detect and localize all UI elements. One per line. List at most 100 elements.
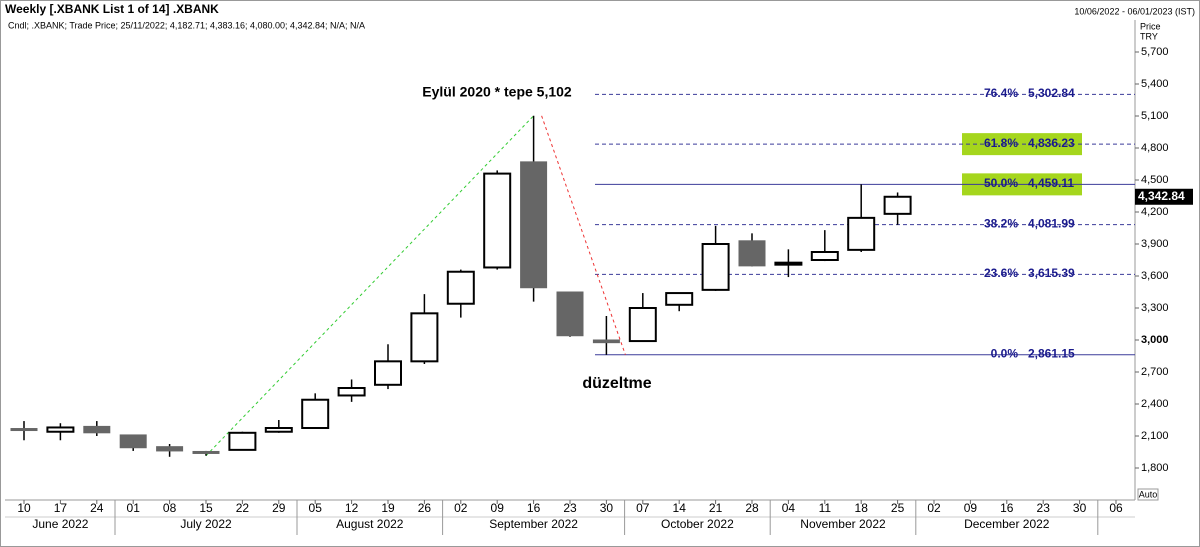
trend-line-down <box>541 115 626 355</box>
x-tick-label: 22 <box>236 501 250 515</box>
y-tick-label: 3,000 <box>1141 334 1169 346</box>
x-tick-label: 29 <box>272 501 286 515</box>
trend-line-up <box>205 115 534 457</box>
x-tick-label: 10 <box>17 501 31 515</box>
date-range: 10/06/2022 - 06/01/2023 (IST) <box>1074 6 1195 16</box>
month-label: December 2022 <box>964 517 1050 531</box>
candle-body <box>665 292 694 306</box>
fib-value: 4,081.99 <box>1028 216 1075 230</box>
y-tick-label: 5,100 <box>1141 110 1169 122</box>
x-tick-label: 04 <box>782 501 796 515</box>
subtitle: Cndl; .XBANK; Trade Price; 25/11/2022; 4… <box>8 20 365 30</box>
y-tick-label: 2,100 <box>1141 430 1169 442</box>
y-tick-label: 4,200 <box>1141 206 1169 218</box>
candle-body <box>592 339 620 344</box>
candle-body <box>10 428 38 432</box>
fib-value: 3,615.39 <box>1028 266 1075 280</box>
annotation: düzeltme <box>582 375 651 392</box>
x-tick-label: 02 <box>927 501 941 515</box>
candle-body <box>410 312 439 363</box>
y-tick-label: 5,400 <box>1141 78 1169 90</box>
candle-body <box>701 243 730 291</box>
y-tick-label: 5,700 <box>1141 46 1169 58</box>
x-tick-label: 14 <box>673 501 687 515</box>
x-tick-label: 17 <box>54 501 68 515</box>
y-tick-label: 1,800 <box>1141 462 1169 474</box>
y-tick-label: 3,300 <box>1141 302 1169 314</box>
annotation: Eylül 2020 * tepe 5,102 <box>422 84 572 100</box>
x-tick-label: 11 <box>819 501 832 515</box>
x-tick-label: 26 <box>418 501 432 515</box>
y-tick-label: 3,900 <box>1141 238 1169 250</box>
fib-ratio: 61.8% <box>984 136 1018 150</box>
candle-body <box>556 291 584 337</box>
x-tick-label: 25 <box>891 501 905 515</box>
month-label: August 2022 <box>336 517 404 531</box>
y-axis-label: Price <box>1140 21 1161 31</box>
last-price-label: 4,342.84 <box>1138 189 1185 203</box>
x-tick-label: 01 <box>127 501 141 515</box>
candle-body <box>301 398 330 430</box>
x-tick-label: 18 <box>855 501 869 515</box>
candle-body <box>628 307 657 343</box>
fib-ratio: 23.6% <box>984 266 1018 280</box>
month-label: November 2022 <box>800 517 886 531</box>
month-label: July 2022 <box>180 517 232 531</box>
currency: TRY <box>1140 31 1158 41</box>
y-tick-label: 4,500 <box>1141 174 1169 186</box>
x-tick-label: 16 <box>527 501 541 515</box>
candle-body <box>446 270 475 305</box>
fib-value: 4,836.23 <box>1028 136 1075 150</box>
candle-body <box>483 172 512 269</box>
candle-body <box>83 425 111 434</box>
fib-value: 5,302.84 <box>1028 86 1075 100</box>
y-tick-label: 2,700 <box>1141 366 1169 378</box>
candle-body <box>847 216 876 251</box>
x-tick-label: 24 <box>90 501 104 515</box>
x-tick-label: 15 <box>199 501 213 515</box>
month-label: September 2022 <box>489 517 578 531</box>
fib-ratio: 38.2% <box>984 216 1018 230</box>
y-tick-label: 3,600 <box>1141 270 1169 282</box>
candle-body <box>738 240 766 267</box>
x-tick-label: 23 <box>1037 501 1051 515</box>
last-price-box <box>1135 188 1193 205</box>
candle-body <box>228 431 257 451</box>
x-tick-label: 30 <box>600 501 614 515</box>
x-tick-label: 30 <box>1073 501 1087 515</box>
scale-button[interactable] <box>1137 488 1159 501</box>
fib-ratio: 0.0% <box>991 346 1019 360</box>
y-tick-label: 2,400 <box>1141 398 1169 410</box>
candle-body <box>46 426 75 433</box>
x-tick-label: 19 <box>381 501 395 515</box>
candle-body <box>156 446 184 452</box>
x-tick-label: 02 <box>454 501 468 515</box>
x-tick-label: 23 <box>563 501 577 515</box>
x-tick-label: 09 <box>491 501 505 515</box>
candle-body <box>883 195 912 215</box>
candle-body <box>810 251 839 261</box>
x-tick-label: 16 <box>1000 501 1014 515</box>
candle-body <box>774 261 803 266</box>
chart-title: Weekly [.XBANK List 1 of 14] .XBANK <box>5 2 219 16</box>
candle-body <box>119 434 147 449</box>
x-tick-label: 12 <box>345 501 359 515</box>
candle-body <box>374 360 402 386</box>
x-tick-label: 05 <box>309 501 323 515</box>
candle-body <box>192 450 220 454</box>
x-tick-label: 07 <box>636 501 650 515</box>
y-tick-label: 4,800 <box>1141 142 1169 154</box>
scale-mode[interactable]: Auto <box>1139 489 1158 499</box>
fib-ratio: 50.0% <box>984 176 1018 190</box>
x-tick-label: 08 <box>163 501 177 515</box>
x-tick-label: 09 <box>964 501 978 515</box>
month-label: October 2022 <box>661 517 734 531</box>
candle-body <box>264 427 293 433</box>
candle-body <box>337 387 366 397</box>
fib-value: 2,861.15 <box>1028 346 1075 360</box>
x-tick-label: 06 <box>1109 501 1123 515</box>
fib-ratio: 76.4% <box>984 86 1018 100</box>
fib-value: 4,459.11 <box>1028 176 1074 190</box>
